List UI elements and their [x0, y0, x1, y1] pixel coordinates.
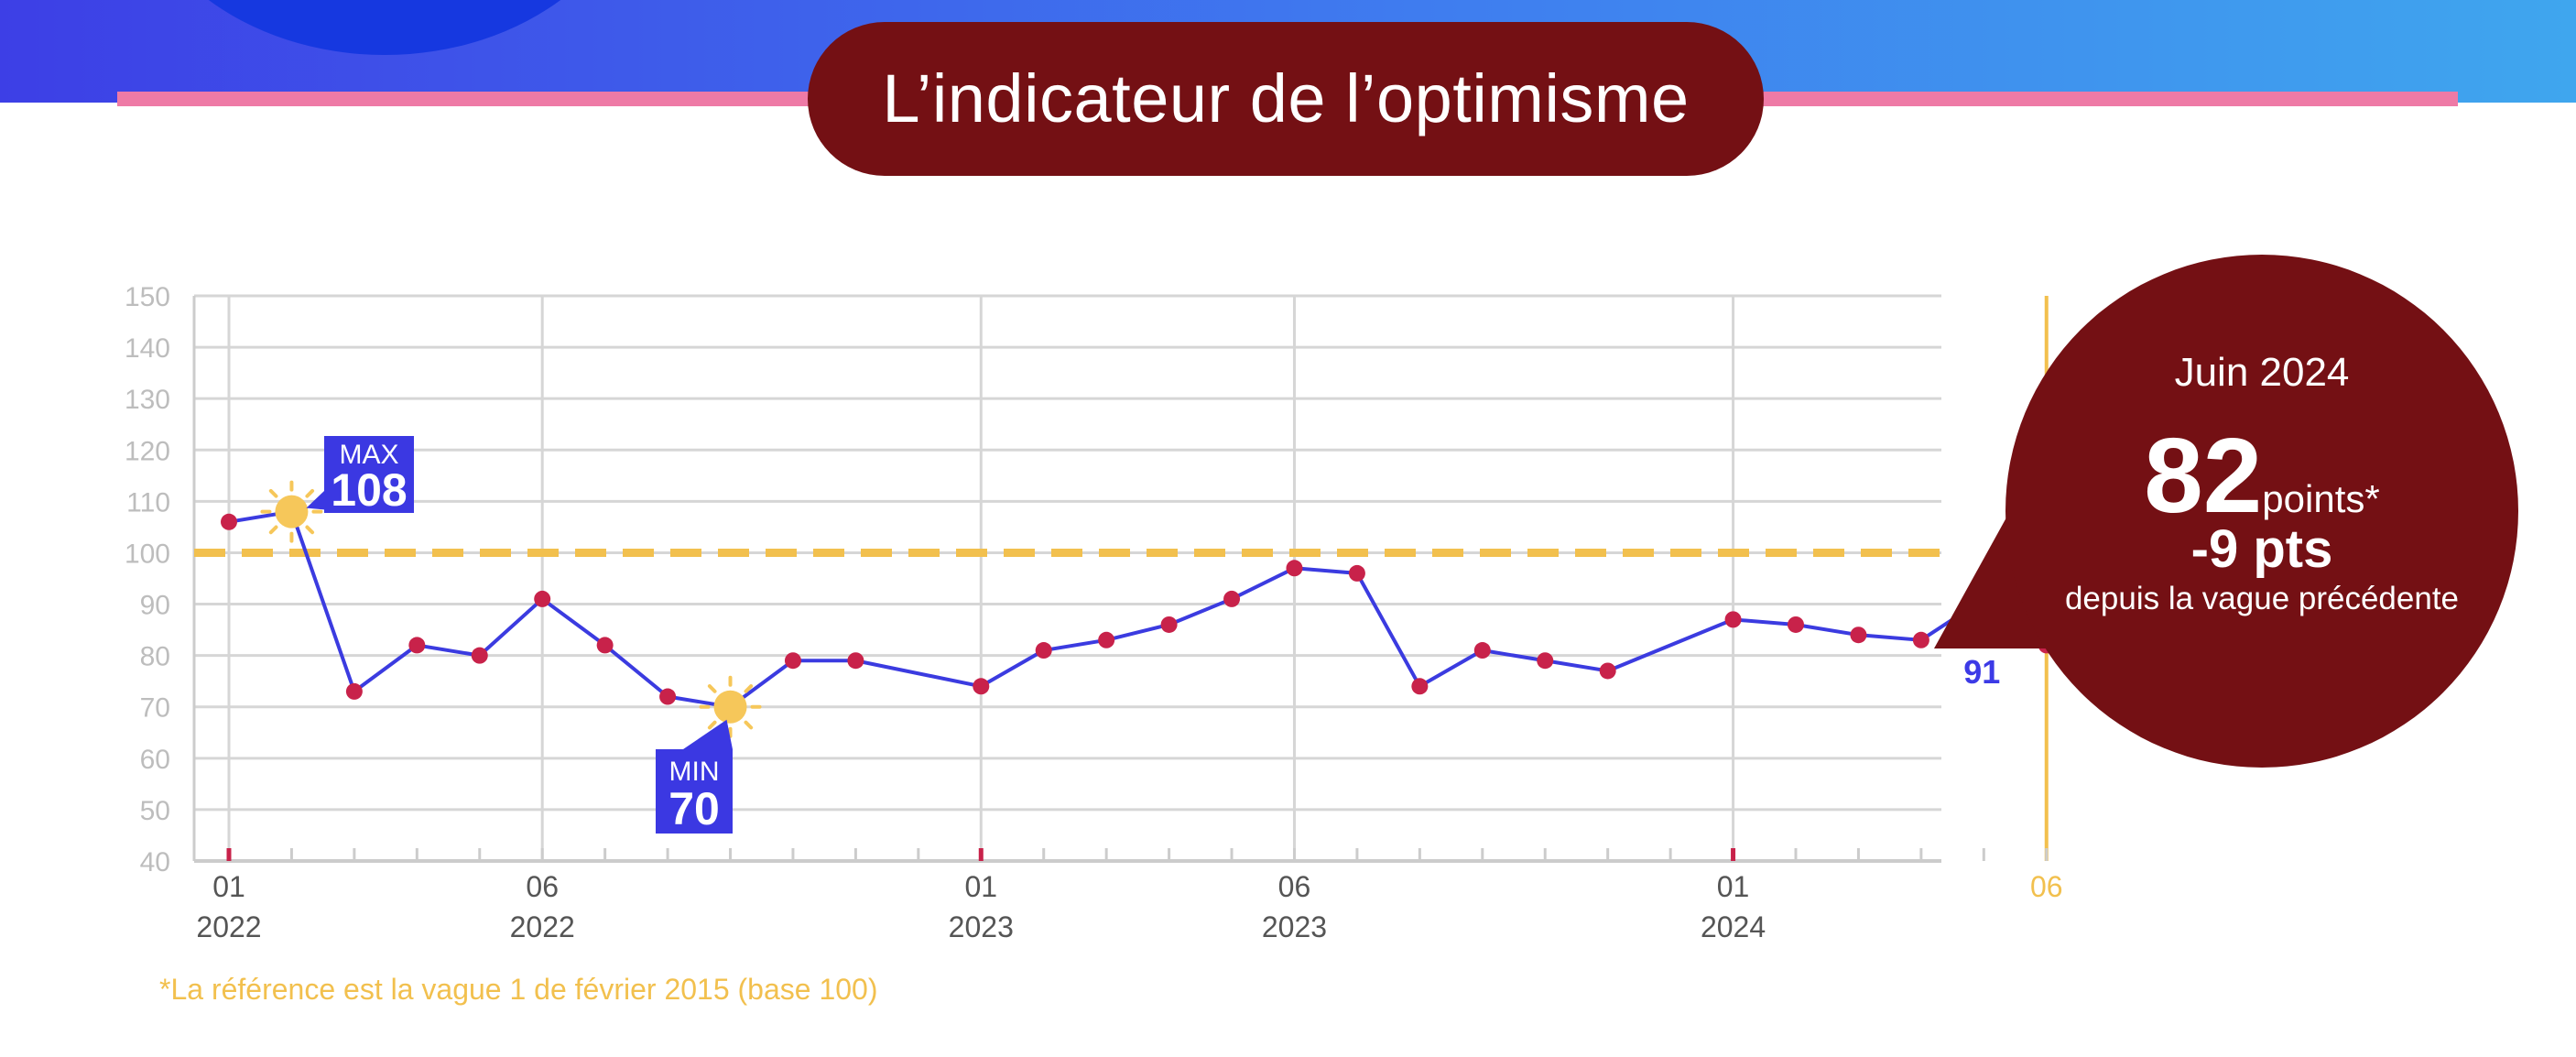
- data-point: [345, 682, 363, 700]
- callout-delta-note: depuis la vague précédente: [2064, 581, 2460, 616]
- max-tag-label: MAX: [339, 440, 398, 470]
- data-point: [1724, 611, 1742, 628]
- callout-value: 82: [2144, 416, 2263, 535]
- data-point: [534, 590, 551, 607]
- sun-ray: [268, 488, 278, 498]
- y-tick-label: 40: [140, 847, 170, 877]
- y-tick-label: 50: [140, 796, 170, 826]
- min-tag-value: 70: [668, 783, 720, 834]
- y-tick-label: 80: [140, 642, 170, 672]
- sun-ray: [268, 525, 278, 535]
- footnote: *La référence est la vague 1 de février …: [159, 973, 878, 1006]
- x-tick-year: 2024: [1701, 910, 1766, 943]
- data-point: [1223, 590, 1241, 607]
- y-tick-label: 150: [125, 282, 170, 312]
- x-tick-year: 2022: [510, 910, 575, 943]
- min-tag: [656, 749, 733, 834]
- data-point: [1473, 642, 1491, 659]
- data-point: [1286, 560, 1303, 577]
- sun-ray: [305, 525, 315, 535]
- data-point: [596, 637, 614, 654]
- max-tag-value: 108: [331, 464, 407, 516]
- callout-bubble: [2005, 255, 2518, 768]
- y-tick-label: 130: [125, 385, 170, 415]
- sun-ray: [744, 684, 754, 693]
- data-point: [1411, 678, 1429, 695]
- data-point: [1850, 627, 1867, 644]
- y-tick-label: 70: [140, 693, 170, 724]
- data-point: [1098, 631, 1115, 648]
- data-point: [1035, 642, 1052, 659]
- x-tick-label: 06: [1278, 870, 1311, 903]
- sun-core: [713, 690, 747, 724]
- y-tick-label: 90: [140, 591, 170, 621]
- callout-period: Juin 2024: [2174, 350, 2350, 395]
- data-point: [1160, 616, 1178, 633]
- sun-ray: [707, 684, 717, 693]
- x-tick-label: 01: [212, 870, 245, 903]
- chart-grid: [194, 294, 2049, 863]
- sun-core: [275, 495, 309, 528]
- data-point: [221, 513, 237, 530]
- y-tick-label: 110: [126, 487, 170, 518]
- sun-ray: [305, 488, 315, 498]
- y-tick-label: 120: [125, 436, 170, 466]
- data-point: [1599, 662, 1616, 680]
- max-tag: [324, 436, 414, 513]
- data-point: [1348, 564, 1365, 582]
- y-tick-label: 60: [140, 745, 170, 775]
- callout-delta: -9 pts: [2190, 519, 2333, 579]
- series-line: [228, 509, 2048, 709]
- x-tick-label: 06: [526, 870, 559, 903]
- data-point: [471, 647, 488, 664]
- sun-ray: [744, 720, 754, 730]
- callout-unit: points*: [2262, 477, 2380, 520]
- y-tick-label: 100: [125, 539, 170, 569]
- x-tick-year: 2023: [949, 910, 1014, 943]
- min-tag-label: MIN: [669, 757, 720, 787]
- data-point: [973, 678, 990, 695]
- min-sun-icon: [699, 675, 762, 738]
- max-sun-icon: [260, 480, 323, 543]
- x-tick-year: 2023: [1262, 910, 1327, 943]
- x-tick-label: 06: [2030, 870, 2063, 903]
- page-title: L’indicateur de l’optimisme: [808, 22, 1764, 176]
- data-point: [784, 652, 801, 670]
- data-point: [847, 652, 864, 670]
- y-tick-label: 140: [125, 333, 170, 364]
- data-point: [408, 637, 426, 654]
- x-tick-year: 2022: [196, 910, 261, 943]
- callout-value-row: 82points*: [2005, 414, 2518, 537]
- chart-axes: 150 140 130 120 110 100 90 80 70 60 50 40 01 2022 06 20…: [125, 282, 2063, 943]
- previous-value-label: 91: [1963, 653, 2000, 691]
- data-point: [1912, 631, 1929, 648]
- min-tag-pointer: [683, 719, 733, 749]
- data-point: [1788, 616, 1804, 633]
- sun-ray: [707, 720, 717, 730]
- x-tick-label: 01: [1717, 870, 1750, 903]
- x-tick-label: 01: [964, 870, 997, 903]
- data-point: [659, 688, 677, 705]
- data-point: [1537, 652, 1554, 670]
